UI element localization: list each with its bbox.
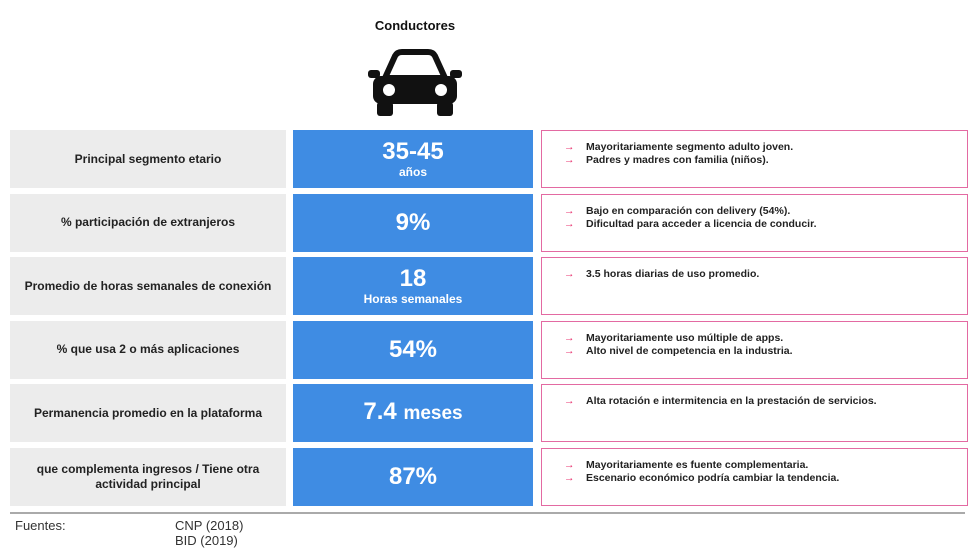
row-label: Principal segmento etario xyxy=(10,130,286,188)
table-row: Promedio de horas semanales de conexión 1… xyxy=(0,257,975,315)
value-sub: años xyxy=(398,165,427,179)
car-icon xyxy=(368,49,462,116)
value-line: 18 xyxy=(400,266,427,292)
row-label: Promedio de horas semanales de conexión xyxy=(10,257,286,315)
source: CNP (2018) xyxy=(175,518,244,533)
notes-cell: 3.5 horas diarias de uso promedio. xyxy=(541,257,968,315)
value-cell: 18 Horas semanales xyxy=(293,257,533,315)
value-sub: Horas semanales xyxy=(363,292,463,306)
note: Escenario económico podría cambiar la te… xyxy=(564,472,957,485)
header-title: Conductores xyxy=(374,18,456,33)
source: BID (2019) xyxy=(175,533,238,548)
note: Dificultad para acceder a licencia de co… xyxy=(564,218,957,231)
value-line: 54% xyxy=(388,335,438,363)
value-cell: 35-45 años xyxy=(293,130,533,188)
table-row: que complementa ingresos / Tiene otra ac… xyxy=(0,447,975,506)
note: Bajo en comparación con delivery (54%). xyxy=(564,205,957,218)
notes-cell: Mayoritariamente es fuente complementari… xyxy=(541,447,968,506)
value-cell: 54% xyxy=(293,320,533,379)
row-label: que complementa ingresos / Tiene otra ac… xyxy=(10,447,286,506)
value-cell: 9% xyxy=(293,193,533,252)
row-label: % que usa 2 o más aplicaciones xyxy=(10,320,286,379)
note: 3.5 horas diarias de uso promedio. xyxy=(564,268,957,281)
note: Mayoritariamente uso múltiple de apps. xyxy=(564,332,957,345)
notes-cell: Bajo en comparación con delivery (54%).D… xyxy=(541,193,968,252)
table-row: % que usa 2 o más aplicaciones 54% Mayorit… xyxy=(0,320,975,379)
value-line: 7.4 meses xyxy=(363,399,462,427)
value-line: 87% xyxy=(388,462,438,490)
note: Mayoritariamente segmento adulto joven. xyxy=(564,141,957,154)
table-row: Permanencia promedio en la plataforma 7.4… xyxy=(0,384,975,442)
value: 18 xyxy=(399,265,427,292)
value: 7.4 xyxy=(363,398,397,425)
row-label: Permanencia promedio en la plataforma xyxy=(10,384,286,442)
value-unit: meses xyxy=(403,403,463,424)
note: Alta rotación e intermitencia en la pres… xyxy=(564,395,957,408)
note: Padres y madres con familia (niños). xyxy=(564,154,957,167)
notes-cell: Mayoritariamente uso múltiple de apps.Al… xyxy=(541,320,968,379)
value: 9% xyxy=(395,208,431,236)
value-line: 35-45 xyxy=(382,139,443,165)
value: 35-45 xyxy=(382,138,444,165)
value-line: 9% xyxy=(395,208,431,236)
value-cell: 7.4 meses xyxy=(293,384,533,442)
table-row: Principal segmento etario35-45añosMayori… xyxy=(0,130,975,188)
table-row: % participación de extranjeros 9% Bajo en … xyxy=(0,193,975,252)
row-label: % participación de extranjeros xyxy=(10,193,286,252)
sources-label: Fuentes: xyxy=(15,518,66,533)
note: Alto nivel de competencia en la industri… xyxy=(564,345,957,358)
value: 87% xyxy=(388,462,438,490)
note: Mayoritariamente es fuente complementari… xyxy=(564,459,957,472)
footer-rule xyxy=(10,512,965,514)
notes-cell: Mayoritariamente segmento adulto joven.P… xyxy=(541,130,968,188)
value: 54% xyxy=(388,335,438,363)
notes-cell: Alta rotación e intermitencia en la pres… xyxy=(541,384,968,442)
value-cell: 87% xyxy=(293,447,533,506)
